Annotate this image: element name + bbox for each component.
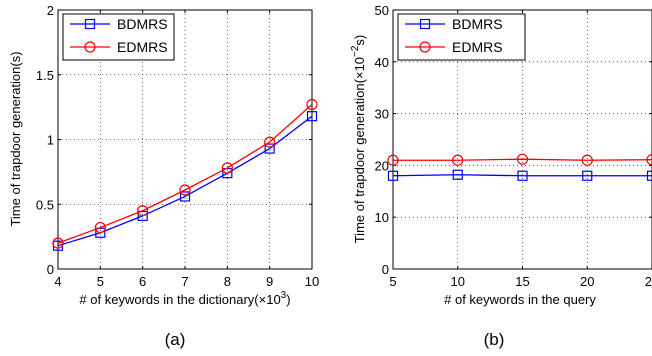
x-axis-label: # of keywords in the dictionary(×103) — [79, 290, 290, 307]
caption-b: (b) — [484, 330, 505, 349]
y-axis-label: Time of trapdoor generation(×10−2s) — [350, 35, 367, 244]
chart-a: 4 5 6 7 8 9 10 0 0.5 1 1.5 2 BDMRS EDMRS Time of tr… — [8, 3, 319, 349]
x-tick-label: 6 — [139, 274, 146, 289]
data-point-edmrs — [306, 98, 318, 111]
x-tick-label: 5 — [389, 274, 396, 289]
y-tick-label: 10 — [375, 210, 389, 225]
legend-box — [62, 13, 175, 61]
legend-marker-edmrs — [84, 41, 96, 53]
series-line-bdmrs — [392, 174, 652, 177]
y-tick-label: 1 — [47, 133, 54, 148]
chart-b: 5 10 15 20 25 0 10 20 30 40 50 BDMRS EDMRS Time of… — [350, 3, 652, 349]
data-point-edmrs — [52, 237, 64, 249]
y-tick-label: 40 — [375, 55, 389, 70]
y-tick-label: 1.5 — [36, 68, 54, 83]
data-point-edmrs — [179, 184, 191, 196]
series-line-edmrs — [393, 158, 652, 161]
y-tick-label: 0 — [382, 262, 389, 277]
caption-a: (a) — [165, 330, 186, 349]
y-tick-label: 30 — [375, 107, 389, 122]
legend-marker-bdmrs — [84, 18, 96, 30]
y-tick-label: 0.5 — [36, 197, 54, 212]
data-point-bdmrs — [646, 170, 652, 181]
data-point-edmrs — [452, 154, 464, 166]
x-axis-label: # of keywords in the query — [444, 292, 596, 307]
series-layer — [387, 153, 652, 181]
series-layer — [52, 98, 318, 251]
data-point-edmrs — [387, 154, 399, 166]
data-point-edmrs — [646, 154, 652, 166]
x-tick-label: 25 — [645, 274, 652, 289]
data-point-bdmrs — [179, 191, 191, 202]
y-tick-label: 20 — [375, 158, 389, 173]
y-axis-label: Time of trapdoor generation(s) — [8, 51, 23, 226]
data-point-bdmrs — [387, 170, 399, 181]
x-tick-label: 9 — [266, 274, 273, 289]
data-point-edmrs — [581, 154, 593, 166]
data-point-bdmrs — [264, 143, 275, 154]
y-tick-label: 0 — [47, 262, 54, 277]
legend-marker-bdmrs — [419, 18, 431, 30]
legend: BDMRS EDMRS — [62, 13, 175, 61]
data-point-bdmrs — [452, 169, 463, 180]
legend-label-edmrs: EDMRS — [452, 39, 503, 55]
data-point-bdmrs — [306, 111, 318, 122]
legend-label-bdmrs: BDMRS — [117, 16, 168, 32]
data-point-edmrs — [264, 136, 276, 148]
data-point-bdmrs — [517, 170, 528, 181]
series-line-edmrs — [57, 104, 313, 244]
x-tick-label: 15 — [515, 274, 529, 289]
x-tick-label: 8 — [224, 274, 231, 289]
legend-label-edmrs: EDMRS — [117, 39, 168, 55]
x-tick-label: 4 — [54, 274, 61, 289]
x-tick-label: 7 — [181, 274, 188, 289]
legend-box — [397, 13, 526, 61]
x-tick-label: 20 — [580, 274, 594, 289]
x-tick-label: 5 — [97, 274, 104, 289]
data-point-edmrs — [516, 153, 529, 165]
legend-marker-edmrs — [419, 41, 431, 53]
legend: BDMRS EDMRS — [397, 13, 526, 61]
data-point-edmrs — [137, 205, 149, 217]
ticks: 4 5 6 7 8 9 10 0 0.5 1 1.5 2 — [36, 3, 319, 289]
x-tick-label: 10 — [305, 274, 319, 289]
x-tick-label: 10 — [451, 274, 465, 289]
y-tick-label: 50 — [375, 3, 389, 18]
y-tick-label: 2 — [47, 3, 54, 18]
ticks: 5 10 15 20 25 0 10 20 30 40 50 — [375, 3, 652, 289]
legend-label-bdmrs: BDMRS — [452, 16, 503, 32]
data-point-bdmrs — [582, 170, 593, 181]
data-point-edmrs — [221, 162, 233, 174]
data-point-edmrs — [94, 221, 106, 234]
